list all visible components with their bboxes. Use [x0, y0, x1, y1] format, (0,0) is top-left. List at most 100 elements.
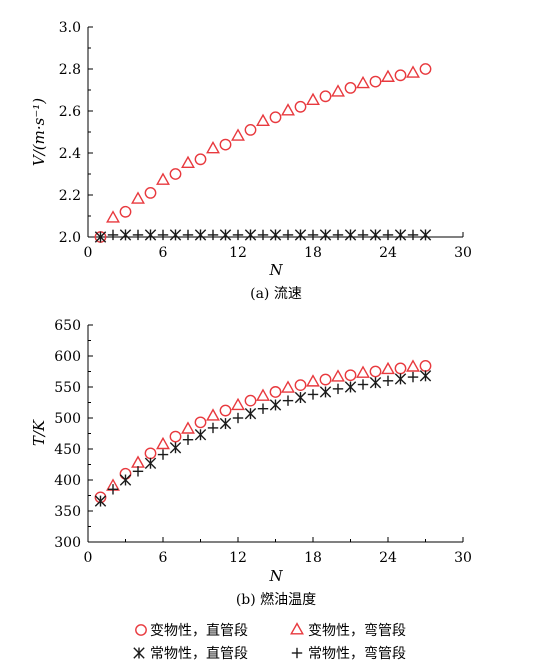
plus-marker-icon [291, 647, 303, 659]
asterisk-data-point [394, 373, 407, 385]
legend-label: 变物性，直管段 [150, 622, 248, 639]
asterisk-data-point [244, 407, 257, 420]
x-tick-label: 6 [159, 550, 168, 566]
triangle-data-point [306, 92, 320, 106]
plus-data-point [307, 229, 319, 241]
x-tick-label: 6 [159, 245, 168, 261]
circle-data-point [294, 100, 307, 113]
triangle-marker-icon [290, 622, 304, 635]
plus-data-point [232, 229, 244, 241]
x-axis-title: N [268, 261, 283, 279]
circle-data-point [169, 430, 182, 443]
circle-data-point [369, 365, 382, 378]
legend-item: 变物性，弯管段 [290, 622, 406, 639]
plus-data-point [357, 229, 369, 241]
panel-caption: (a) 流速 [250, 286, 302, 302]
plus-data-point [332, 383, 344, 395]
asterisk-data-point [394, 229, 407, 241]
x-tick-label: 12 [229, 245, 247, 261]
plus-data-point [132, 466, 144, 477]
panel-caption: (b) 燃油温度 [236, 591, 316, 608]
y-tick-label: 650 [54, 318, 81, 334]
circle-data-point [344, 82, 357, 94]
legend-item: 常物性，直管段 [133, 645, 248, 662]
circle-data-point [419, 360, 432, 372]
plus-data-point [382, 375, 394, 386]
circle-data-point [319, 373, 332, 386]
asterisk-data-point [194, 229, 207, 241]
x-tick-label: 24 [379, 550, 397, 566]
triangle-data-point [381, 69, 395, 82]
triangle-data-point [206, 408, 220, 421]
plus-data-point [207, 422, 219, 434]
x-tick-label: 30 [454, 550, 472, 566]
asterisk-data-point [169, 229, 182, 241]
triangle-data-point [256, 388, 270, 401]
circle-data-point [194, 153, 207, 166]
plus-data-point [357, 379, 369, 390]
x-axis-title: N [268, 567, 283, 585]
circle-data-point [244, 123, 257, 136]
plus-data-point [257, 403, 269, 414]
triangle-data-point [281, 103, 295, 116]
plus-data-point [407, 371, 419, 383]
asterisk-data-point [294, 391, 307, 404]
plus-data-point [332, 229, 344, 241]
y-tick-label: 350 [54, 504, 81, 520]
asterisk-data-point [119, 474, 132, 486]
circle-data-point [344, 369, 357, 382]
plus-data-point [257, 229, 269, 241]
legend-item: 变物性，直管段 [135, 622, 248, 639]
tick-marks [87, 26, 464, 238]
triangle-data-point [181, 421, 195, 434]
y-tick-label: 2.8 [59, 62, 81, 78]
y-axis-title: V/(m·s⁻¹) [30, 98, 48, 166]
x-tick-label: 0 [84, 245, 93, 261]
circle-data-point [319, 90, 332, 103]
y-tick-label: 2.4 [59, 146, 81, 162]
triangle-data-point [206, 140, 220, 154]
asterisk-data-point [369, 229, 382, 241]
fuel-temperature-chart: 0 6 12 18 24 30 300 350 400 450 500 550 600 650 N T/K… [30, 318, 472, 608]
tick-labels: 0 6 12 18 24 30 2.0 2.2 2.4 2.6 2.8 3.0 [59, 20, 472, 261]
asterisk-marker-icon [133, 647, 145, 659]
triangle-data-point [331, 369, 345, 382]
triangle-data-point [406, 359, 420, 372]
asterisk-data-point [219, 417, 232, 430]
legend-label: 变物性，弯管段 [308, 622, 406, 639]
triangle-data-point [406, 65, 420, 78]
asterisk-data-point [244, 229, 257, 241]
x-tick-label: 24 [379, 245, 397, 261]
asterisk-data-point [269, 399, 282, 411]
y-tick-label: 600 [54, 349, 81, 365]
asterisk-data-point [319, 229, 332, 241]
asterisk-data-point [94, 231, 107, 243]
triangle-data-point [131, 191, 145, 204]
circle-data-point [119, 205, 132, 218]
y-tick-label: 2.0 [59, 230, 81, 246]
triangle-data-point [106, 210, 120, 223]
triangle-data-point [156, 436, 170, 450]
triangle-data-point [256, 113, 270, 127]
data-points [94, 63, 432, 243]
y-tick-label: 500 [54, 411, 81, 427]
y-tick-label: 2.2 [59, 188, 81, 204]
circle-data-point [269, 386, 282, 398]
asterisk-data-point [94, 495, 107, 507]
circle-data-point [294, 379, 307, 392]
asterisk-data-point [194, 429, 207, 441]
x-tick-label: 18 [304, 245, 322, 261]
asterisk-data-point [319, 386, 332, 398]
x-tick-label: 12 [229, 550, 247, 566]
y-tick-label: 3.0 [59, 20, 81, 36]
asterisk-data-point [144, 229, 157, 241]
plus-data-point [282, 395, 294, 406]
circle-data-point [144, 447, 157, 460]
asterisk-data-point [294, 229, 307, 241]
circle-data-point [144, 186, 157, 199]
asterisk-data-point [369, 376, 382, 389]
asterisk-marker-shape [133, 647, 145, 659]
y-tick-label: 300 [54, 535, 81, 551]
asterisk-data-point [219, 229, 232, 241]
plus-data-point [182, 229, 194, 241]
